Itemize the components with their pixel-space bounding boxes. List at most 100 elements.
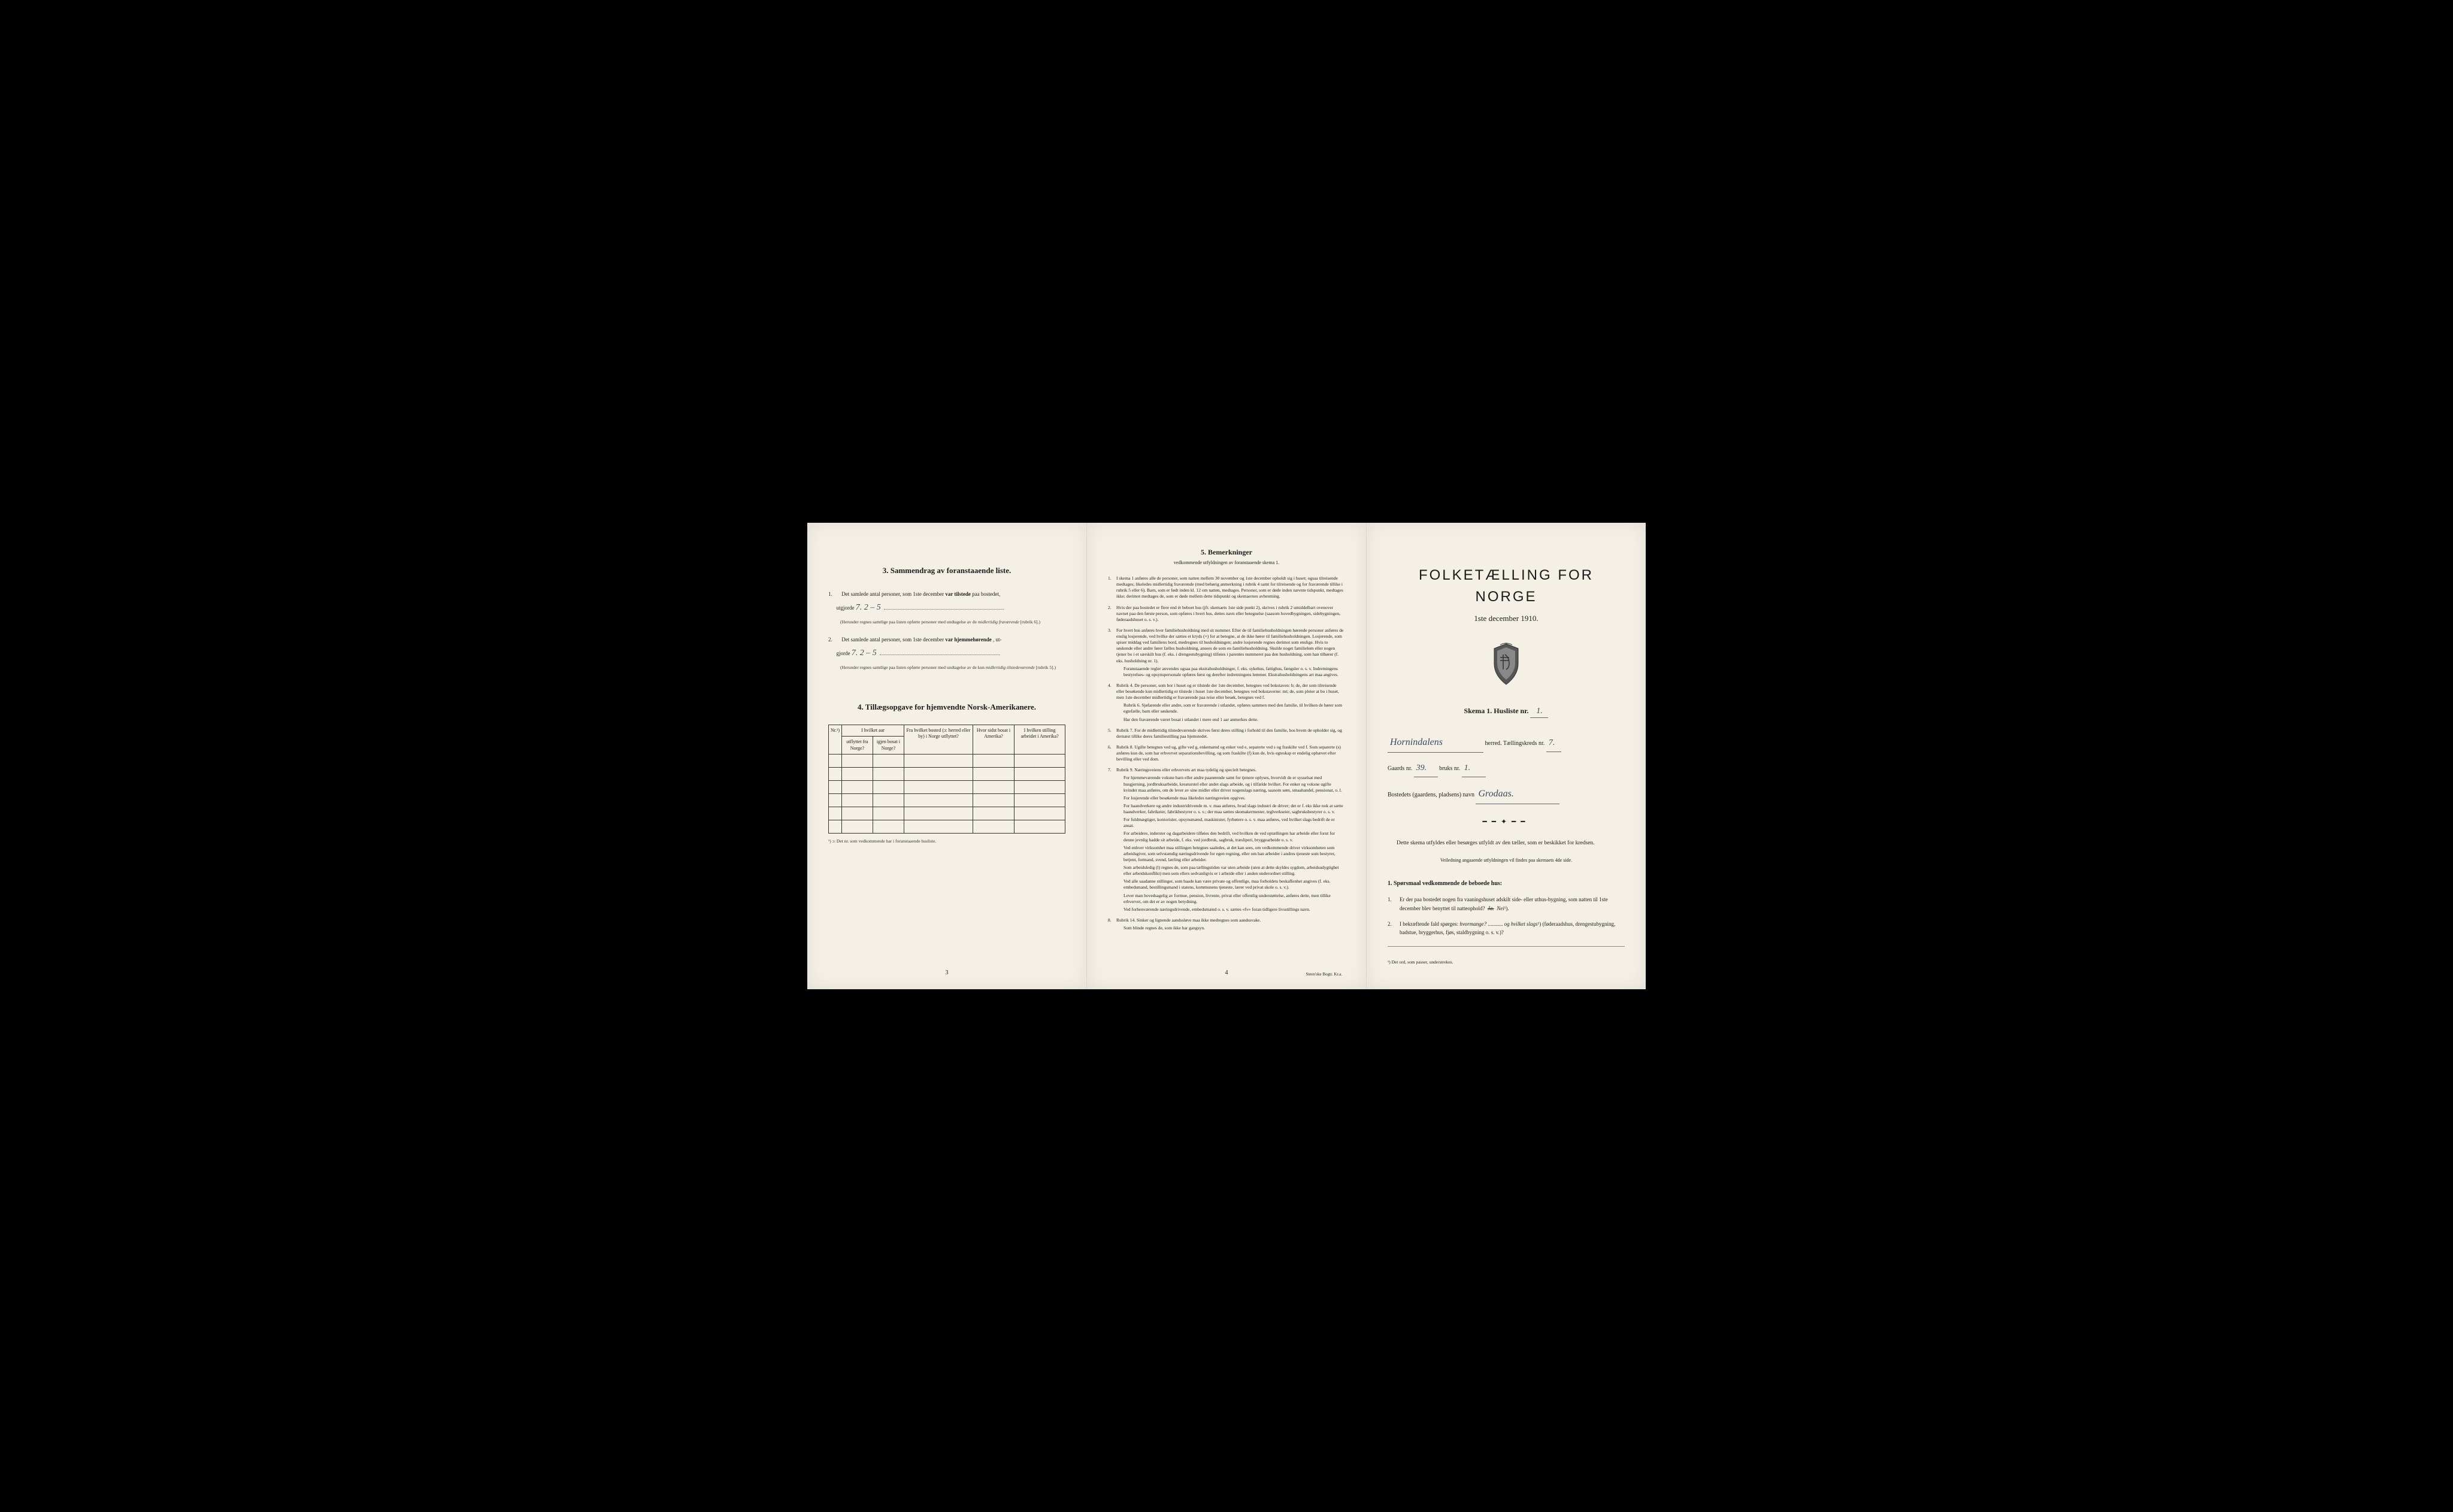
item1-line2: utgjorde [837,605,855,611]
table-body [829,755,1065,834]
instruction-1: Dette skema utfyldes eller besørges utfy… [1388,839,1625,848]
item1-handwritten-value: 7. 2 – 5 [856,603,881,612]
census-date: 1ste december 1910. [1388,613,1625,625]
instruction-2: Veiledning angaaende utfyldningen vil fi… [1388,857,1625,864]
item2-handwritten-value: 7. 2 – 5 [852,649,877,657]
dotted-fill [884,609,1004,610]
gaards-line: Gaards nr. 39. bruks nr. 1. [1388,760,1625,777]
gaards-label: Gaards nr. [1388,765,1412,772]
item-number: 2. [828,634,840,645]
bemerk-item: 5. Rubrik 7. For de midlertidig tilstede… [1108,728,1345,740]
item1-text-pre: Det samlede antal personer, som 1ste dec… [841,591,944,597]
table-row [829,755,1065,768]
item-num: 7. [1108,767,1112,773]
item1-text-post: paa bostedet, [972,591,1000,597]
para: For arbeidere, inderster og dagarbeidere… [1123,831,1345,843]
bemerkninger-title: 5. Bemerkninger [1108,547,1345,557]
table-footnote: ¹) ɔ: Det nr. som vedkommende har i fora… [828,838,1065,845]
item-num: 5. [1108,728,1112,734]
skema-label: Skema 1. Husliste nr. [1464,707,1529,715]
para: Som arbeidsledig (l) regnes de, som paa … [1123,865,1345,877]
item1-note: (Herunder regnes samtlige paa listen opf… [828,619,1065,626]
herred-label: herred. Tællingskreds nr. [1485,740,1545,747]
th-aar: I hvilket aar [842,725,904,737]
kreds-value: 7. [1546,735,1561,752]
para: Ved enhver virksomhet maa stillingen bet… [1123,845,1345,863]
item-num: 4. [1108,683,1112,689]
para: For haandverkere og andre industridriven… [1123,803,1345,815]
bemerk-item: 4. Rubrik 4. De personer, som bor i huse… [1108,683,1345,723]
bemerk-item: 2. Hvis der paa bostedet er flere end ét… [1108,605,1345,623]
bosted-line: Bostedets (gaardens, pladsens) navn Grod… [1388,784,1625,804]
item-extra: Som blinde regnes de, som ikke har gangs… [1123,925,1345,931]
para: Ved alle saadanne stillinger, som baade … [1123,878,1345,890]
table-row [829,768,1065,781]
printer-credit: Steen'ske Bogtr. Kr.a. [1306,971,1342,978]
bemerkninger-list: 1. I skema 1 anføres alle de personer, s… [1108,575,1345,931]
skema-line: Skema 1. Husliste nr. 1. [1388,705,1625,718]
item2-note: (Herunder regnes samtlige paa listen opf… [828,665,1065,671]
para: For hjemmeværende voksne barn eller andr… [1123,775,1345,793]
question-2: 2. I bekræftende fald spørges: hvormange… [1388,920,1625,937]
coat-of-arms [1388,643,1625,690]
husliste-nr: 1. [1530,705,1548,718]
table-row [829,820,1065,834]
bosted-label: Bostedets (gaardens, pladsens) navn [1388,792,1474,798]
para: For losjerende eller besøkende maa likel… [1123,795,1345,801]
page-center: 5. Bemerkninger vedkommende utfyldningen… [1087,523,1367,989]
footnote: ¹) Det ord, som passer, understrekes. [1388,959,1625,965]
question-1: 1. Er der paa bostedet nogen fra vaaning… [1388,895,1625,913]
bruks-value: 1. [1462,760,1486,777]
item-extra: Rubrik 6. Sjøfarende eller andre, som er… [1123,702,1345,714]
q1-ja: Ja. [1488,905,1494,911]
bemerk-item: 6. Rubrik 8. Ugifte betegnes ved ug, gif… [1108,744,1345,762]
page-number: 4 [1225,968,1228,977]
bemerkninger-subtitle: vedkommende utfyldningen av foranstaaend… [1108,559,1345,566]
item-text: For hvert hus anføres hver familiehushol… [1116,628,1343,663]
item-num: 3. [1108,628,1112,634]
item-text: Rubrik 7. For de midlertidig tilstedevær… [1116,728,1342,739]
item1-bold: var tilstede [945,591,971,597]
page-right: FOLKETÆLLING FOR NORGE 1ste december 191… [1367,523,1646,989]
item-extra2: Har den fraværende været bosat i utlande… [1123,717,1345,723]
amerikaner-table: Nr.¹) I hvilket aar Fra hvilket bosted (… [828,725,1065,834]
q-number: 1. [1388,895,1392,904]
item-number: 1. [828,589,840,599]
q2-text: I bekræftende fald spørges: hvormange? .… [1400,921,1615,935]
bemerk-item: 3. For hvert hus anføres hver familiehus… [1108,628,1345,678]
th-utflyttet: utflyttet fra Norge? [842,737,873,755]
item2-bold: var hjemmehørende [945,637,991,643]
page-number: 3 [946,968,949,977]
item-extra: Foranstaaende regler anvendes ogsaa paa … [1123,666,1345,678]
para: Lever man hovedsagelig av formue, pensio… [1123,893,1345,905]
q-number: 2. [1388,920,1392,928]
question-section-title: 1. Spørsmaal vedkommende de beboede hus: [1388,879,1625,888]
bosted-value: Grodaas. [1476,784,1559,804]
herred-line: Hornindalens herred. Tællingskreds nr. 7… [1388,733,1625,753]
section4-title: 4. Tillægsopgave for hjemvendte Norsk-Am… [828,701,1065,713]
item-1: 1. Det samlede antal personer, som 1ste … [828,589,1065,626]
crest-icon [1488,643,1524,687]
table-row [829,781,1065,794]
item-num: 2. [1108,605,1112,611]
para: Ved forhenværende næringsdrivende, embed… [1123,907,1345,913]
bruks-label: bruks nr. [1439,765,1460,772]
item2-text-pre: Det samlede antal personer, som 1ste dec… [841,637,944,643]
q1-sup: ¹). [1504,905,1509,911]
item-text: Rubrik 9. Næringsveiens eller erhvervets… [1116,767,1256,772]
page-left: 3. Sammendrag av foranstaaende liste. 1.… [807,523,1087,989]
item-text: I skema 1 anføres alle de personer, som … [1116,575,1343,599]
bemerk-item: 1. I skema 1 anføres alle de personer, s… [1108,575,1345,600]
gaards-value: 39. [1414,760,1438,777]
th-stilling: I hvilken stilling arbeidet i Amerika? [1014,725,1065,755]
bemerk-item: 7. Rubrik 9. Næringsveiens eller erhverv… [1108,767,1345,913]
footnote-rule [1388,946,1625,947]
main-title: FOLKETÆLLING FOR NORGE [1388,565,1625,608]
item2-line2: gjorde [837,650,850,656]
item-text: Rubrik 8. Ugifte betegnes ved ug, gifte … [1116,744,1341,762]
para: For fuldmægtiger, kontorister, opsynsmæn… [1123,817,1345,829]
item-text: Rubrik 4. De personer, som bor i huset o… [1116,683,1339,700]
th-bosat: igjen bosat i Norge? [873,737,904,755]
section3-title: 3. Sammendrag av foranstaaende liste. [828,565,1065,577]
th-nr: Nr.¹) [829,725,842,755]
